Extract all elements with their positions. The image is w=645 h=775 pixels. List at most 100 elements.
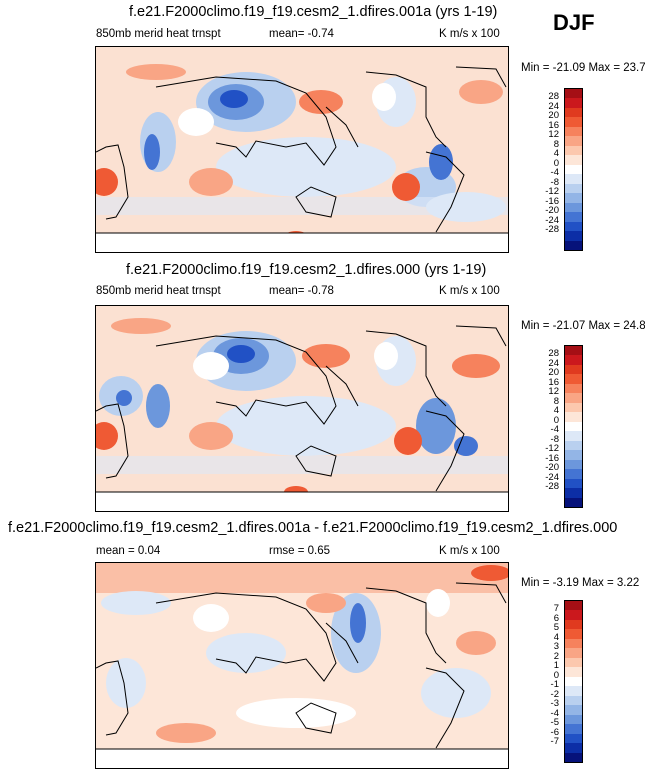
colorbar-label: 24	[548, 357, 559, 369]
colorbar-swatch	[565, 145, 582, 156]
colorbar-label: 24	[548, 100, 559, 112]
colorbar-swatch	[565, 450, 582, 460]
colorbar-swatch	[565, 240, 582, 250]
diff-map-field	[96, 563, 508, 768]
colorbar-label: 3	[553, 641, 559, 653]
colorbar-label: 8	[553, 138, 559, 150]
colorbar-swatch	[565, 743, 582, 753]
colorbar-swatch	[565, 346, 582, 356]
colorbar-label: 8	[553, 395, 559, 407]
colorbar-label: 28	[548, 348, 559, 360]
colorbar-swatch	[565, 212, 582, 222]
colorbar-swatch	[565, 676, 582, 687]
colorbar-label: 20	[548, 367, 559, 379]
colorbar-label: -6	[550, 726, 559, 738]
colorbar-label: 4	[553, 148, 559, 160]
colorbar-swatch	[565, 440, 582, 451]
colorbar-swatch	[565, 183, 582, 194]
colorbar-swatch	[565, 638, 582, 649]
panel2-minmax: Min = -21.07 Max = 24.82	[521, 320, 645, 332]
colorbar-swatch	[565, 174, 582, 184]
diff-title: f.e21.F2000climo.f19_f19.cesm2_1.dfires.…	[8, 520, 618, 536]
colorbar-swatch	[565, 629, 582, 639]
colorbar-label: 28	[548, 91, 559, 103]
colorbar-label: -24	[545, 214, 559, 226]
colorbar-swatch	[565, 610, 582, 620]
colorbar-swatch	[565, 155, 582, 165]
colorbar-swatch	[565, 714, 582, 725]
panel1-title: f.e21.F2000climo.f19_f19.cesm2_1.dfires.…	[129, 4, 498, 20]
colorbar-swatch	[565, 117, 582, 127]
colorbar-swatch	[565, 221, 582, 232]
colorbar-label: 0	[553, 414, 559, 426]
panel2-title: f.e21.F2000climo.f19_f19.cesm2_1.dfires.…	[126, 262, 487, 278]
panel2-map	[95, 305, 509, 512]
colorbar-label: -3	[550, 698, 559, 710]
colorbar-swatch	[565, 231, 582, 241]
colorbar-swatch	[565, 733, 582, 744]
colorbar-label: 7	[553, 603, 559, 615]
colorbar-swatch	[565, 601, 582, 611]
colorbar-swatch	[565, 724, 582, 734]
colorbar-swatch	[565, 488, 582, 498]
colorbar-swatch	[565, 695, 582, 706]
colorbar-label: -1	[550, 679, 559, 691]
colorbar-label: 4	[553, 405, 559, 417]
colorbar-swatch	[565, 497, 582, 507]
colorbar-swatch	[565, 648, 582, 658]
panel2-map-field	[96, 306, 508, 511]
colorbar-label: 2	[553, 650, 559, 662]
colorbar-swatch	[565, 402, 582, 413]
colorbar-label: 16	[548, 376, 559, 388]
colorbar-label: -28	[545, 481, 559, 493]
diff-rmse: rmse = 0.65	[269, 545, 331, 557]
colorbar-swatch	[565, 126, 582, 137]
panel1-colorbar	[564, 88, 583, 251]
colorbar-swatch	[565, 667, 582, 677]
diff-colorbar	[564, 600, 583, 763]
colorbar-swatch	[565, 412, 582, 422]
panel2-units: K m/s x 100	[439, 285, 500, 297]
panel2-colorbar	[564, 345, 583, 508]
panel2-field: 850mb merid heat trnspt	[96, 285, 221, 297]
colorbar-swatch	[565, 421, 582, 432]
colorbar-label: 5	[553, 622, 559, 634]
colorbar-swatch	[565, 393, 582, 403]
colorbar-swatch	[565, 89, 582, 99]
colorbar-label: -24	[545, 471, 559, 483]
colorbar-label: 6	[553, 612, 559, 624]
colorbar-swatch	[565, 107, 582, 118]
colorbar-swatch	[565, 686, 582, 696]
colorbar-swatch	[565, 469, 582, 479]
colorbar-swatch	[565, 478, 582, 489]
colorbar-swatch	[565, 364, 582, 375]
colorbar-label: 20	[548, 110, 559, 122]
colorbar-swatch	[565, 202, 582, 213]
colorbar-label: -4	[550, 707, 559, 719]
panel2-mean: mean= -0.78	[269, 285, 334, 297]
diff-units: K m/s x 100	[439, 545, 500, 557]
colorbar-label: -5	[550, 717, 559, 729]
colorbar-swatch	[565, 355, 582, 365]
colorbar-label: -8	[550, 176, 559, 188]
colorbar-label: -16	[545, 452, 559, 464]
colorbar-label: -12	[545, 443, 559, 455]
colorbar-swatch	[565, 164, 582, 175]
season-label: DJF	[553, 10, 595, 35]
colorbar-label: -16	[545, 195, 559, 207]
colorbar-swatch	[565, 193, 582, 203]
diff-minmax: Min = -3.19 Max = 3.22	[521, 577, 640, 589]
colorbar-label: 0	[553, 157, 559, 169]
panel1-map	[95, 46, 509, 253]
colorbar-swatch	[565, 705, 582, 715]
colorbar-label: -12	[545, 186, 559, 198]
colorbar-label: 0	[553, 669, 559, 681]
colorbar-label: -20	[545, 462, 559, 474]
colorbar-swatch	[565, 752, 582, 762]
panel1-minmax: Min = -21.09 Max = 23.77	[521, 62, 645, 74]
panel1-mean: mean= -0.74	[269, 28, 334, 40]
colorbar-label: 16	[548, 119, 559, 131]
colorbar-label: 12	[548, 386, 559, 398]
panel1-units: K m/s x 100	[439, 28, 500, 40]
diff-map	[95, 562, 509, 769]
